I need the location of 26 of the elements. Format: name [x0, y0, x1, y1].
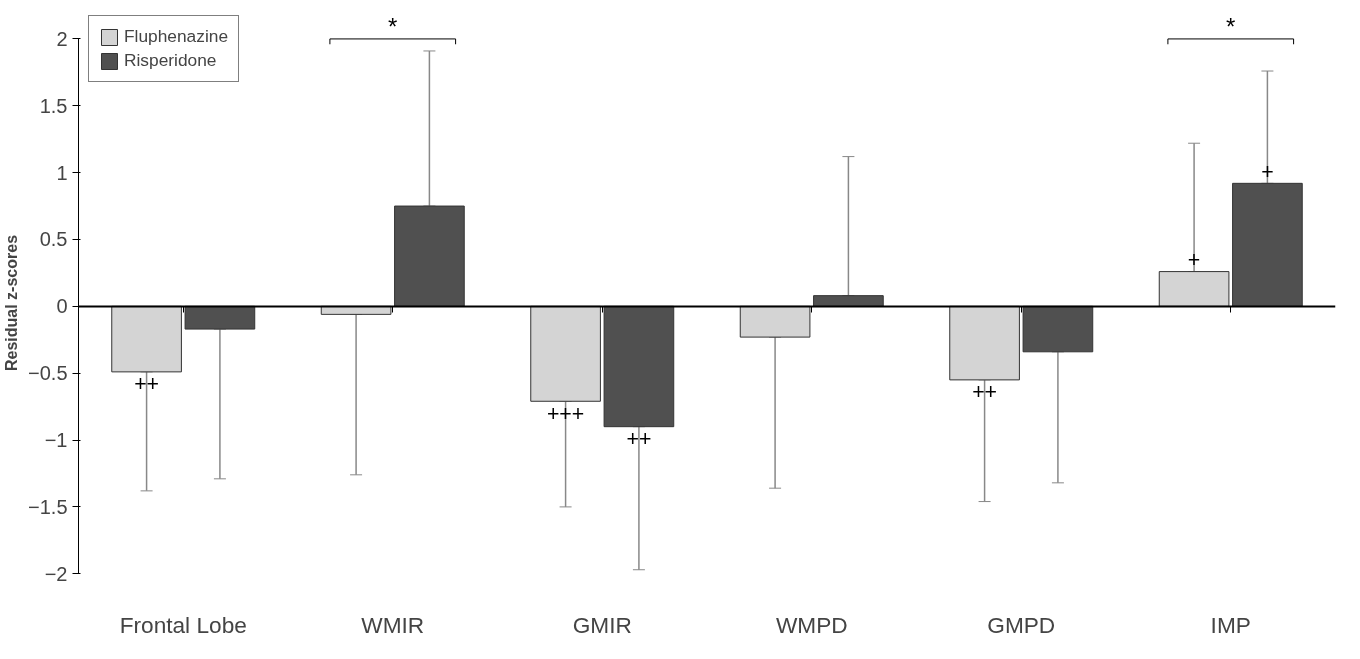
y-tick-label: −2: [44, 562, 68, 585]
y-tick-label: −1: [44, 429, 68, 452]
x-tick-label: Frontal Lobe: [119, 611, 247, 638]
data-label: ++: [134, 372, 160, 397]
y-axis-title: Residual z-scores: [3, 234, 21, 372]
x-tick-label: GMPD: [987, 611, 1056, 638]
data-label: ++: [972, 380, 998, 405]
y-tick-label: −1.5: [28, 495, 68, 518]
x-tick-label: GMIR: [572, 611, 632, 638]
data-label: ++: [626, 427, 652, 452]
legend-label: Fluphenazine: [124, 26, 229, 47]
legend-label: Risperidone: [124, 50, 217, 71]
y-tick-label: 2: [56, 27, 68, 50]
y-tick-label: 0: [56, 295, 68, 318]
data-label: +: [1187, 248, 1201, 273]
annotation: *: [388, 13, 398, 41]
annotation: *: [1226, 13, 1236, 41]
data-label: +++: [546, 401, 585, 426]
y-tick-label: −0.5: [28, 362, 68, 385]
x-tick-label: WMIR: [361, 611, 425, 638]
x-tick-label: WMPD: [775, 611, 848, 638]
y-tick-label: 1.5: [39, 94, 68, 117]
y-tick-label: 1: [56, 161, 68, 184]
y-tick-label: 0.5: [39, 228, 68, 251]
x-tick-label: IMP: [1210, 611, 1251, 638]
data-label: +: [1261, 159, 1274, 184]
